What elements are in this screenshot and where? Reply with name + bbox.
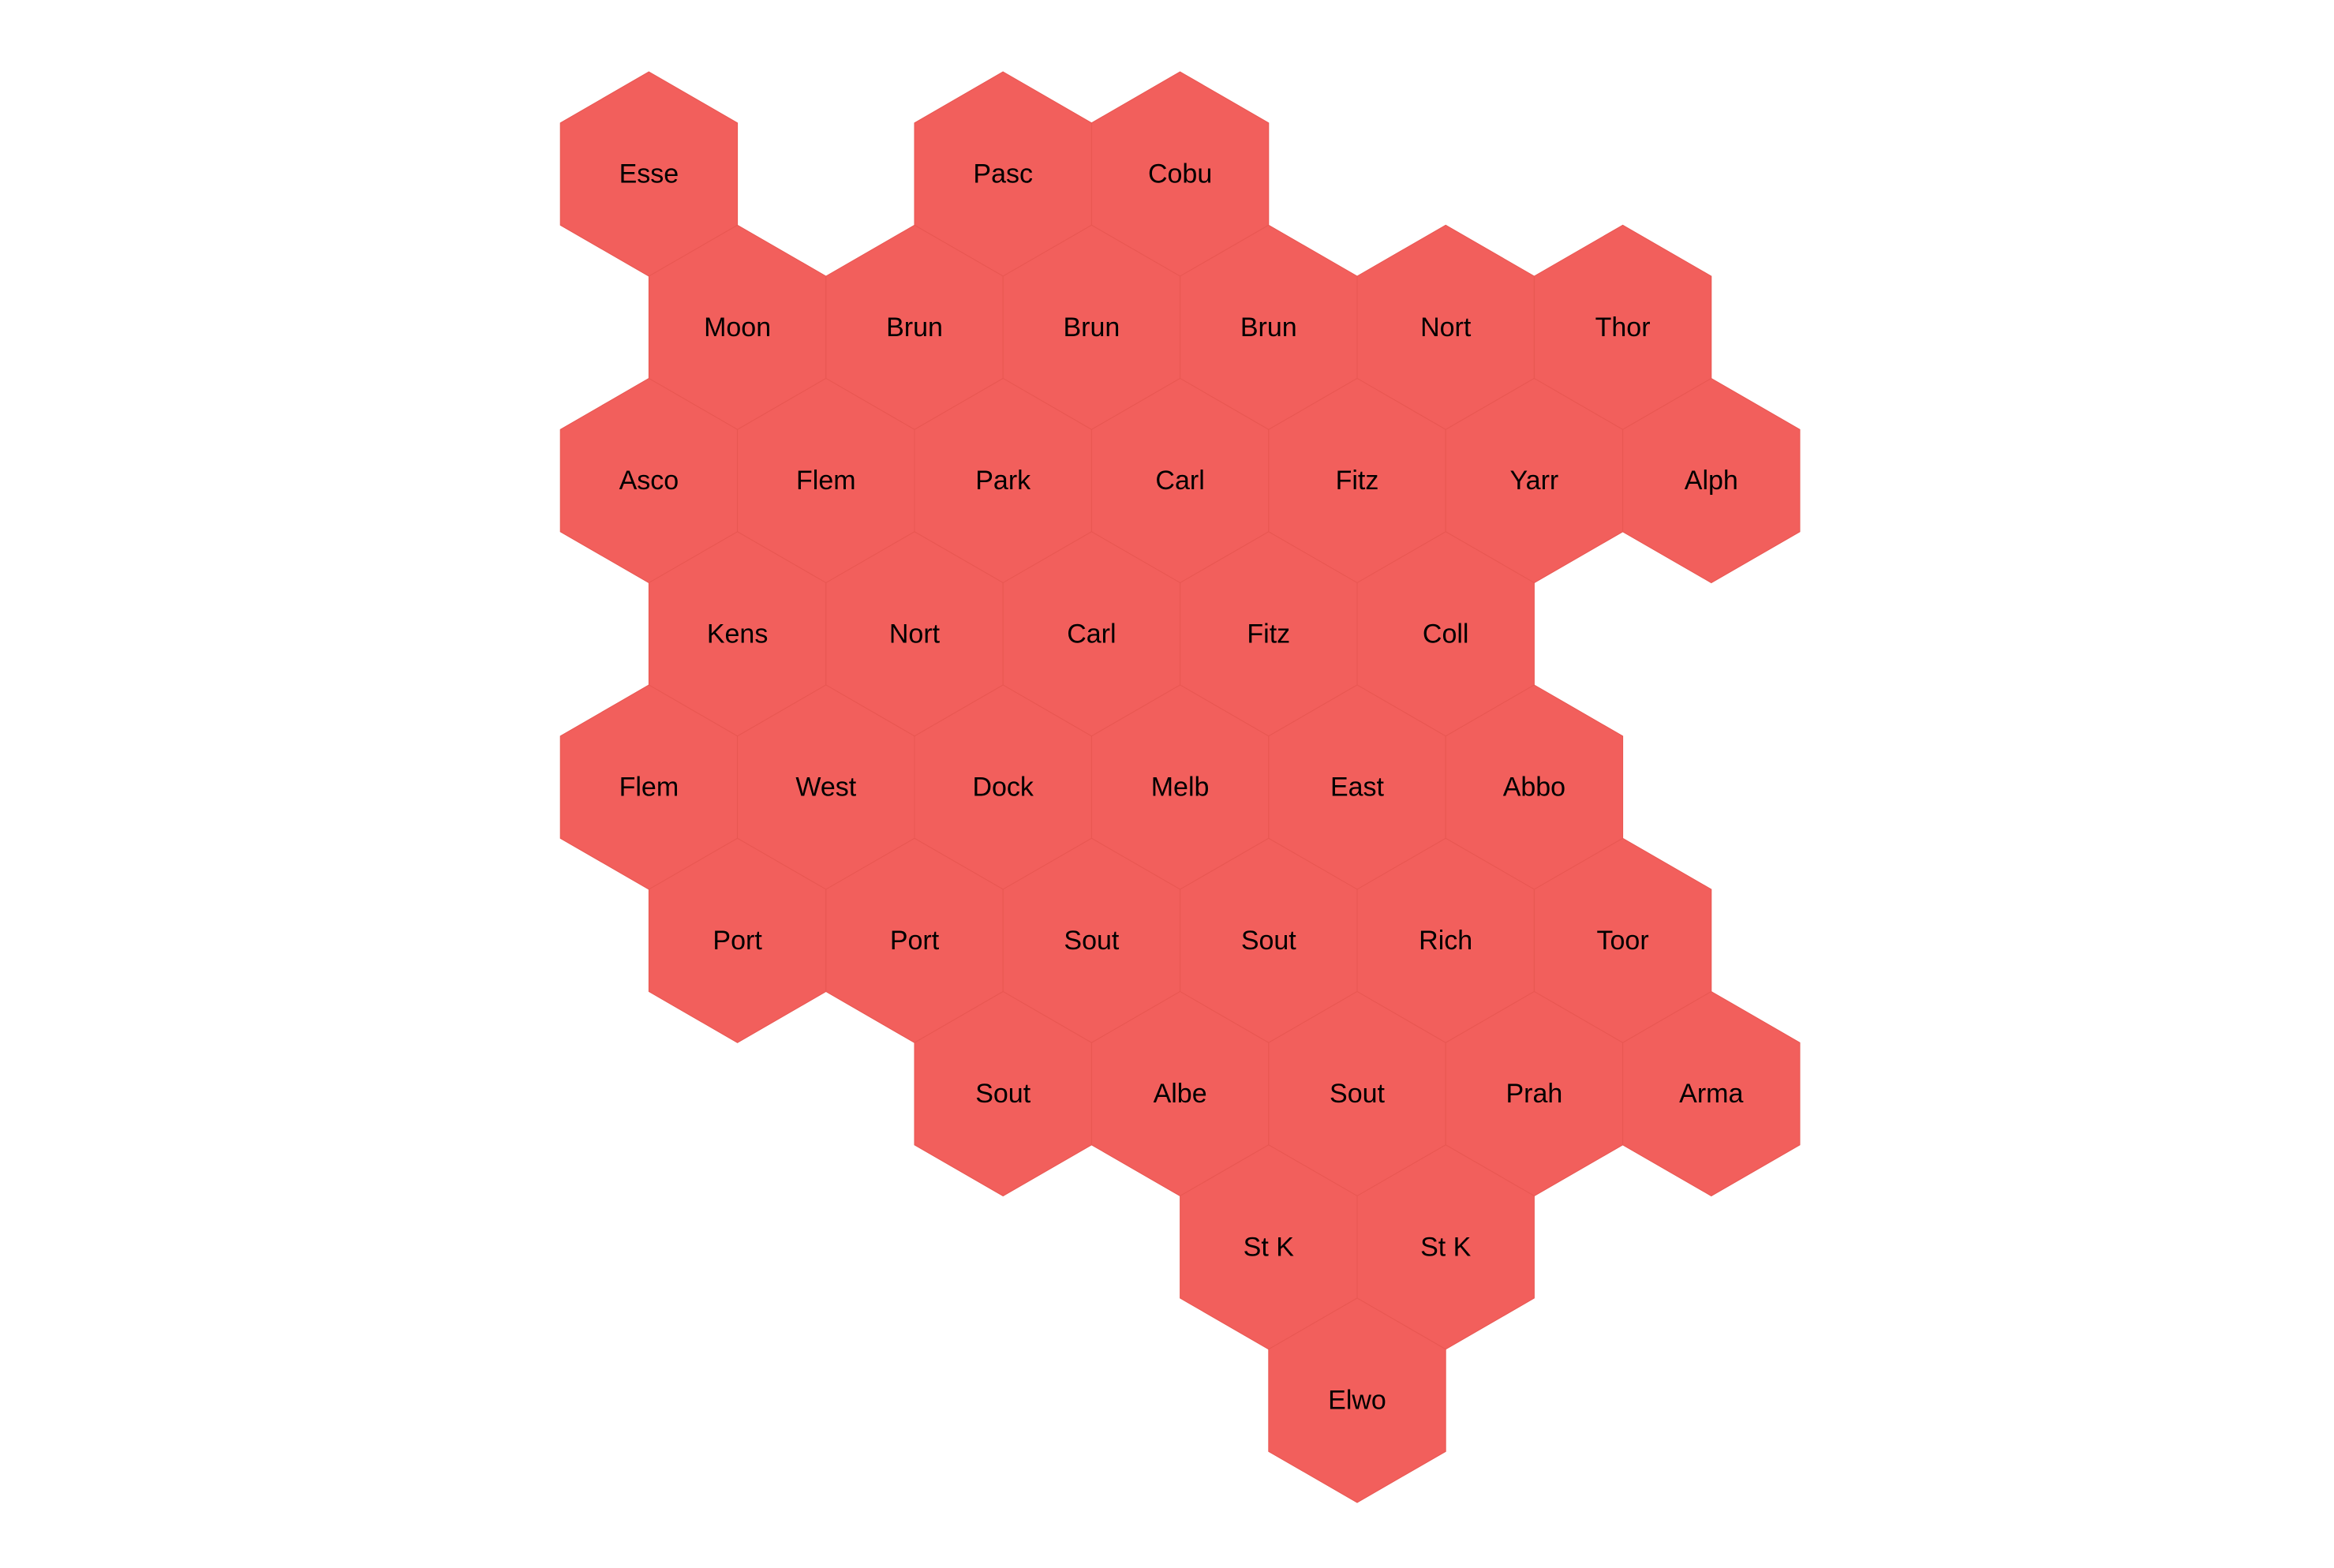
hex-region: Fitz [1268, 377, 1446, 584]
hex-label: Esse [619, 159, 679, 189]
hex-region: Sout [1268, 990, 1446, 1197]
hex-region: Sout [1002, 837, 1181, 1043]
hex-label: East [1330, 773, 1385, 803]
hex-region: Elwo [1268, 1297, 1446, 1503]
hex-region: Sout [1180, 837, 1358, 1043]
hex-region: Albe [1090, 990, 1270, 1197]
hex-label: Sout [1241, 926, 1296, 956]
hex-region: Pasc [914, 71, 1092, 277]
hex-label: Alph [1685, 466, 1738, 496]
hex-label: Yarr [1510, 466, 1559, 496]
hex-cell [1622, 377, 1801, 584]
hex-region: Coll [1356, 531, 1535, 737]
hex-region: Moon [648, 224, 827, 430]
hex-label: Toor [1597, 926, 1649, 956]
hex-region: Esse [559, 71, 739, 277]
hex-label: Asco [619, 466, 679, 496]
hex-region: Alph [1622, 377, 1801, 584]
hex-label: Nort [1420, 312, 1472, 342]
hex-region: Flem [737, 377, 915, 584]
hex-label: Flem [619, 773, 679, 803]
hex-label: Flem [796, 466, 856, 496]
hex-label: Prah [1506, 1079, 1562, 1109]
hex-region: Sout [914, 990, 1092, 1197]
hex-label: Brun [1240, 312, 1297, 342]
hex-label: Abbo [1503, 773, 1565, 803]
hex-region: Nort [1356, 224, 1535, 430]
hex-label: Thor [1595, 312, 1651, 342]
hex-label: Moon [704, 312, 771, 342]
hex-label: Rich [1419, 926, 1472, 956]
hex-label: Carl [1155, 466, 1204, 496]
hex-label: Brun [886, 312, 943, 342]
hex-label: Kens [707, 619, 769, 649]
hex-label: St K [1244, 1232, 1295, 1262]
hex-region: Yarr [1445, 377, 1624, 584]
hex-label: Melb [1151, 773, 1210, 803]
hex-cell [1268, 1297, 1446, 1503]
hex-label: West [795, 773, 856, 803]
hex-label: Park [975, 466, 1031, 496]
hex-region: Brun [1180, 224, 1358, 430]
hex-label: Sout [1064, 926, 1119, 956]
hex-label: Dock [972, 773, 1034, 803]
hex-label: Fitz [1247, 619, 1290, 649]
hex-cell [1622, 990, 1801, 1197]
hex-label: Coll [1423, 619, 1469, 649]
hex-label: St K [1420, 1232, 1472, 1262]
hex-label: Fitz [1336, 466, 1379, 496]
hex-label: Brun [1063, 312, 1120, 342]
hex-label: Port [713, 926, 762, 956]
hex-label: Albe [1154, 1079, 1207, 1109]
hex-label: Nort [889, 619, 941, 649]
hex-label: Cobu [1148, 159, 1212, 189]
hex-region: Port [648, 837, 827, 1043]
hex-region: Kens [648, 531, 827, 737]
hex-label: Port [890, 926, 940, 956]
hex-label: Elwo [1328, 1386, 1386, 1416]
hex-label: Sout [1330, 1079, 1385, 1109]
hex-label: Sout [975, 1079, 1030, 1109]
hex-region: Toor [1533, 837, 1712, 1043]
hex-label: Pasc [973, 159, 1033, 189]
hex-region: Asco [559, 377, 739, 584]
hex-region: St K [1180, 1144, 1358, 1350]
hex-label: Carl [1067, 619, 1116, 649]
hex-region: Arma [1622, 990, 1801, 1197]
hex-label: Arma [1679, 1079, 1743, 1109]
